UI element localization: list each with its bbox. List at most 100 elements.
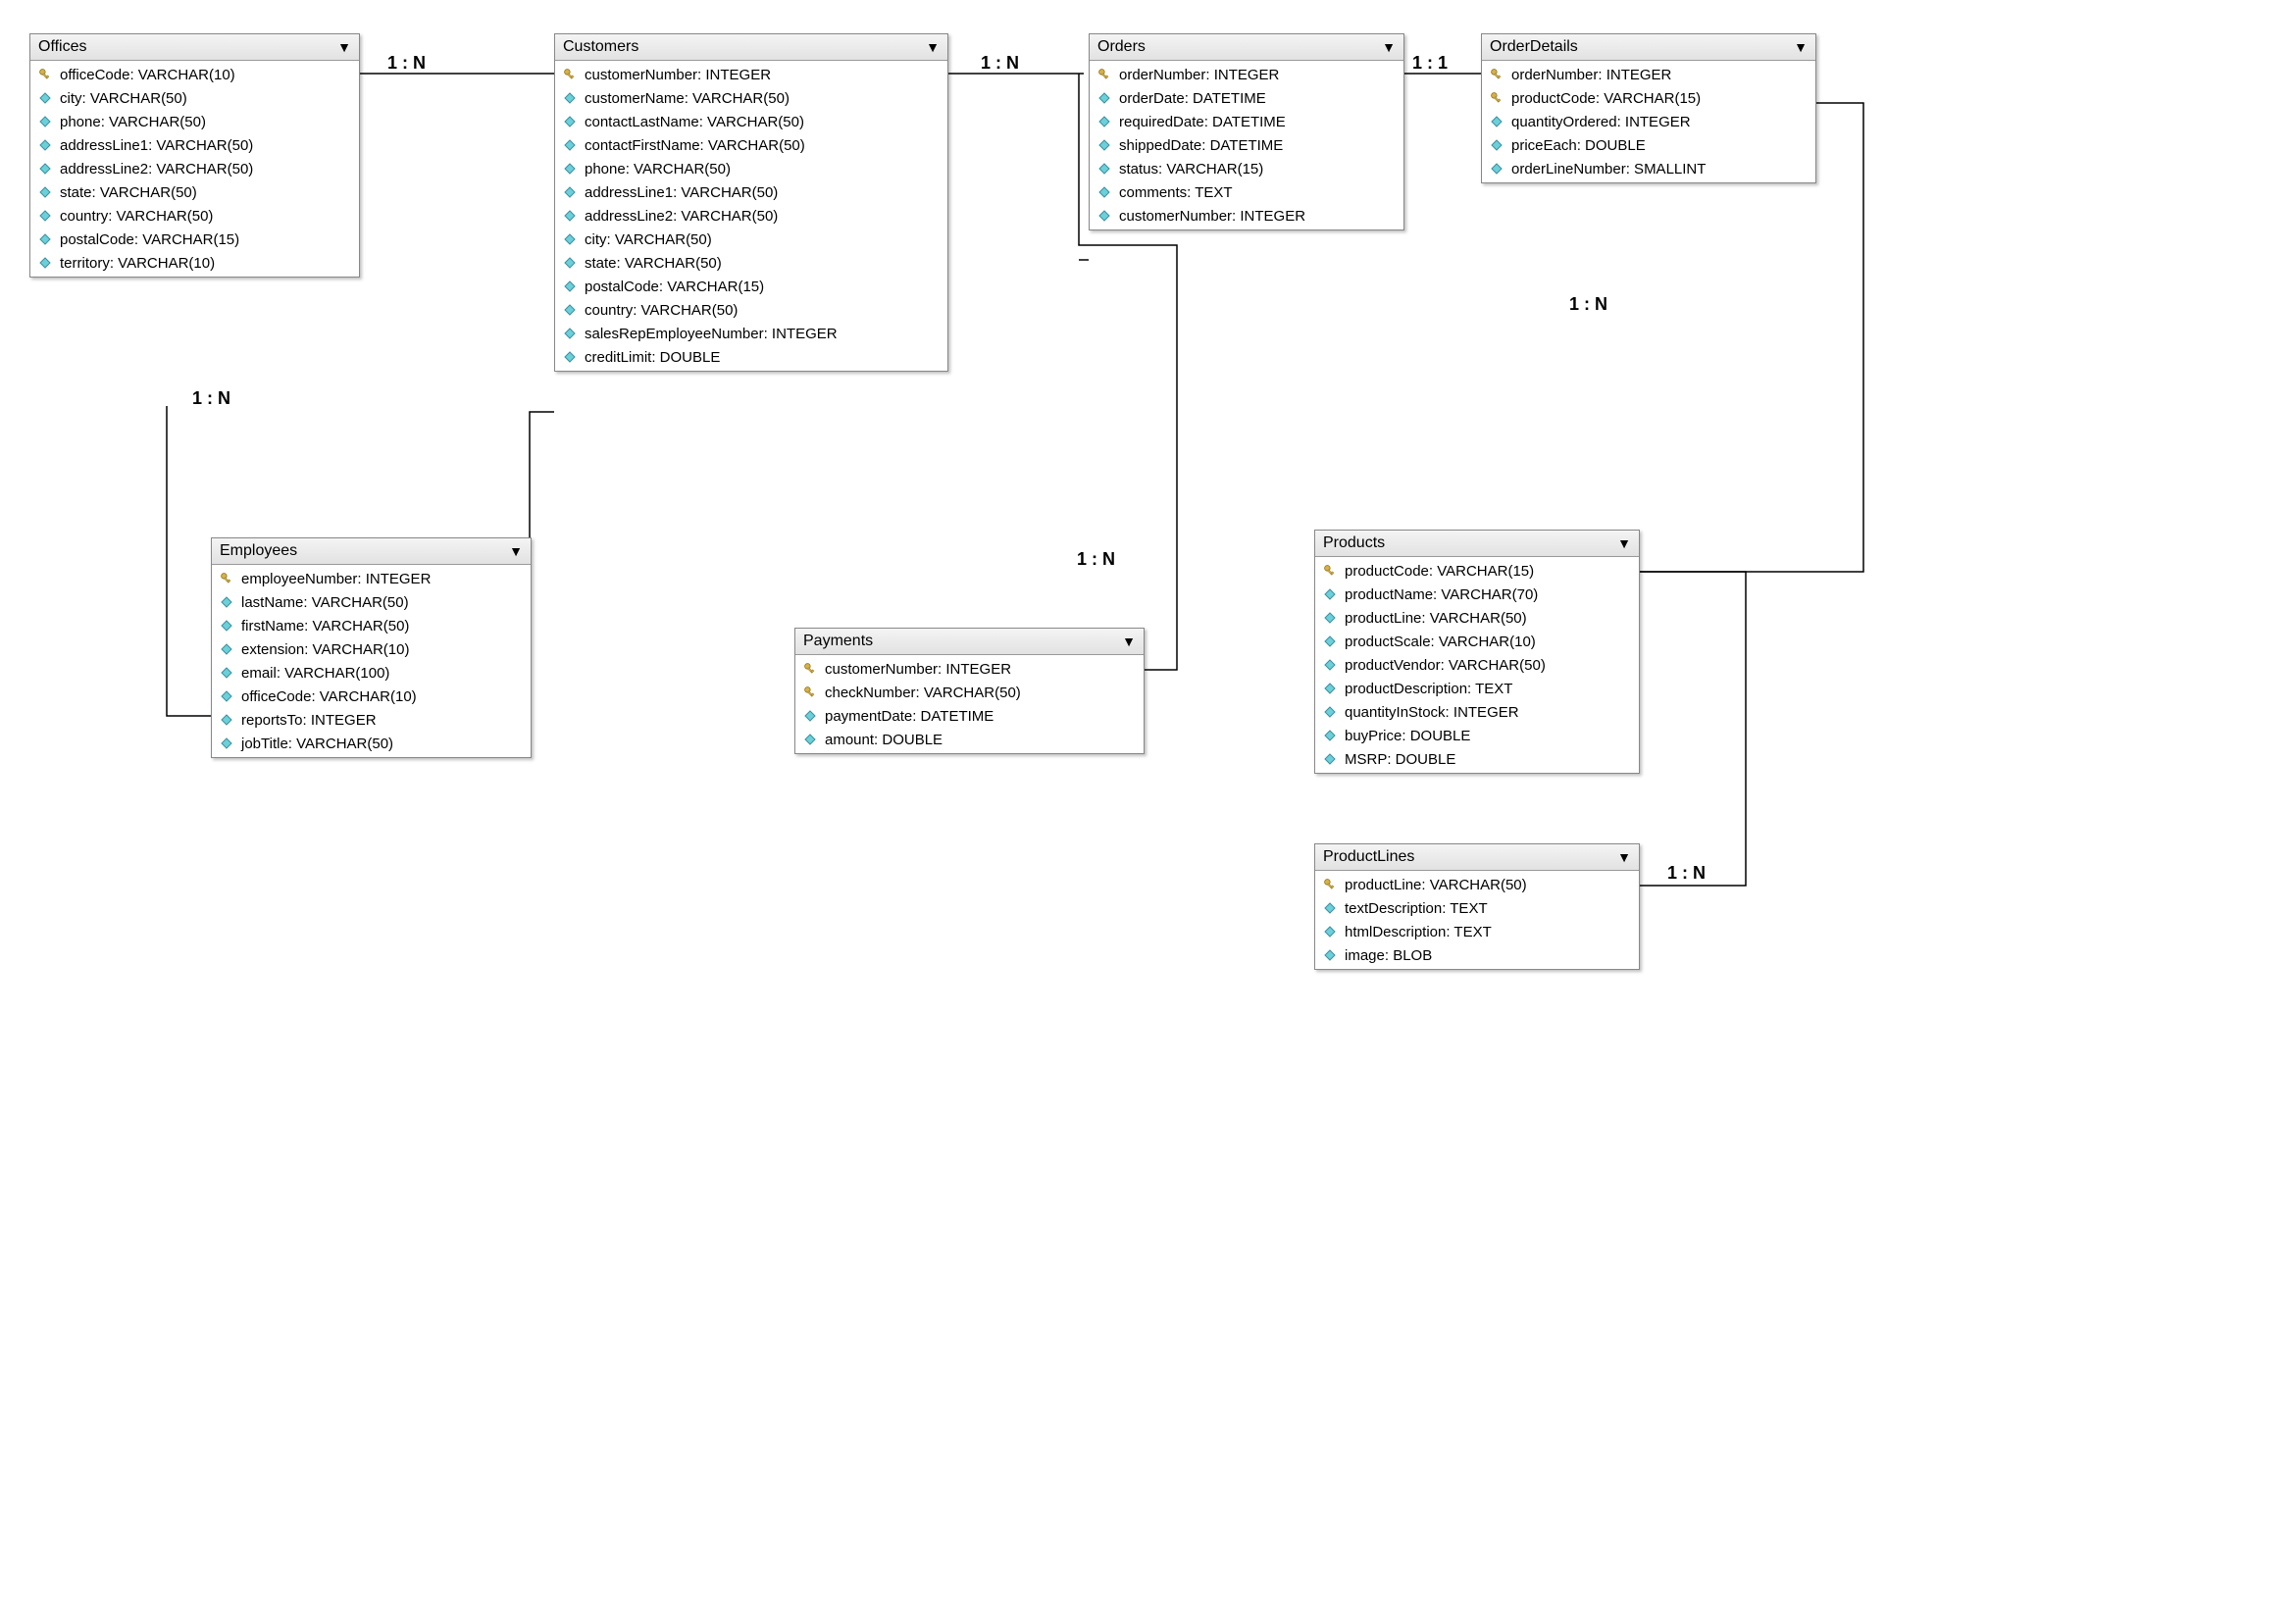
table-columns: productLine: VARCHAR(50) textDescription… — [1315, 871, 1639, 969]
column-label: addressLine2: VARCHAR(50) — [585, 208, 778, 225]
chevron-down-icon[interactable]: ▼ — [1122, 634, 1136, 649]
table-columns: officeCode: VARCHAR(10) city: VARCHAR(50… — [30, 61, 359, 277]
table-columns: employeeNumber: INTEGER lastName: VARCHA… — [212, 565, 531, 757]
column-label: firstName: VARCHAR(50) — [241, 618, 409, 634]
column-label: territory: VARCHAR(10) — [60, 255, 215, 272]
table-title: OrderDetails — [1490, 38, 1578, 56]
column-icon — [1321, 703, 1339, 721]
er-diagram-canvas: Offices ▼ officeCode: VARCHAR(10) city: V… — [0, 0, 2294, 1624]
column-row: addressLine1: VARCHAR(50) — [30, 133, 359, 157]
table-header[interactable]: OrderDetails ▼ — [1482, 34, 1815, 61]
column-icon — [1096, 136, 1113, 154]
column-icon — [218, 664, 235, 682]
column-label: htmlDescription: TEXT — [1345, 924, 1492, 940]
chevron-down-icon[interactable]: ▼ — [926, 39, 940, 55]
table-title: Offices — [38, 38, 87, 56]
column-row: quantityInStock: INTEGER — [1315, 700, 1639, 724]
table-header[interactable]: Employees ▼ — [212, 538, 531, 565]
column-icon — [1321, 609, 1339, 627]
column-icon — [36, 89, 54, 107]
chevron-down-icon[interactable]: ▼ — [1794, 39, 1808, 55]
table-orderdetails: OrderDetails▼ orderNumber: INTEGER produ… — [1481, 33, 1816, 183]
column-row: orderLineNumber: SMALLINT — [1482, 157, 1815, 180]
column-row: checkNumber: VARCHAR(50) — [795, 681, 1144, 704]
chevron-down-icon[interactable]: ▼ — [1617, 849, 1631, 865]
column-icon — [218, 735, 235, 752]
column-label: orderNumber: INTEGER — [1119, 67, 1279, 83]
chevron-down-icon[interactable]: ▼ — [509, 543, 523, 559]
relationship-label: 1 : N — [387, 53, 426, 74]
column-icon — [1488, 136, 1505, 154]
column-label: comments: TEXT — [1119, 184, 1233, 201]
column-icon — [36, 207, 54, 225]
column-label: image: BLOB — [1345, 947, 1432, 964]
key-icon — [1321, 562, 1339, 580]
column-row: shippedDate: DATETIME — [1090, 133, 1403, 157]
column-icon — [801, 707, 819, 725]
column-row: salesRepEmployeeNumber: INTEGER — [555, 322, 947, 345]
table-header[interactable]: Offices ▼ — [30, 34, 359, 61]
column-label: addressLine1: VARCHAR(50) — [60, 137, 253, 154]
column-icon — [1321, 585, 1339, 603]
column-row: addressLine2: VARCHAR(50) — [30, 157, 359, 180]
column-icon — [36, 113, 54, 130]
column-row: officeCode: VARCHAR(10) — [212, 685, 531, 708]
column-icon — [36, 136, 54, 154]
column-row: territory: VARCHAR(10) — [30, 251, 359, 275]
column-row: addressLine2: VARCHAR(50) — [555, 204, 947, 228]
column-label: MSRP: DOUBLE — [1345, 751, 1455, 768]
column-label: status: VARCHAR(15) — [1119, 161, 1263, 178]
column-label: orderNumber: INTEGER — [1511, 67, 1671, 83]
table-header[interactable]: ProductLines▼ — [1315, 844, 1639, 871]
column-label: productScale: VARCHAR(10) — [1345, 634, 1536, 650]
column-row: orderNumber: INTEGER — [1482, 63, 1815, 86]
column-icon — [561, 207, 579, 225]
column-label: postalCode: VARCHAR(15) — [585, 279, 764, 295]
column-row: productDescription: TEXT — [1315, 677, 1639, 700]
key-icon — [1096, 66, 1113, 83]
table-payments: Payments▼ customerNumber: INTEGER checkN… — [794, 628, 1145, 754]
column-row: productName: VARCHAR(70) — [1315, 583, 1639, 606]
column-label: contactFirstName: VARCHAR(50) — [585, 137, 805, 154]
column-label: contactLastName: VARCHAR(50) — [585, 114, 804, 130]
column-row: quantityOrdered: INTEGER — [1482, 110, 1815, 133]
column-row: country: VARCHAR(50) — [30, 204, 359, 228]
key-icon — [801, 684, 819, 701]
column-icon — [1096, 113, 1113, 130]
chevron-down-icon[interactable]: ▼ — [337, 39, 351, 55]
key-icon — [36, 66, 54, 83]
column-label: textDescription: TEXT — [1345, 900, 1488, 917]
relationship-label: 1 : N — [981, 53, 1019, 74]
column-row: priceEach: DOUBLE — [1482, 133, 1815, 157]
column-label: buyPrice: DOUBLE — [1345, 728, 1470, 744]
column-icon — [1321, 633, 1339, 650]
column-row: textDescription: TEXT — [1315, 896, 1639, 920]
chevron-down-icon[interactable]: ▼ — [1382, 39, 1396, 55]
table-header[interactable]: Products▼ — [1315, 531, 1639, 557]
column-row: officeCode: VARCHAR(10) — [30, 63, 359, 86]
key-icon — [1488, 89, 1505, 107]
table-header[interactable]: Payments▼ — [795, 629, 1144, 655]
column-row: postalCode: VARCHAR(15) — [30, 228, 359, 251]
table-title: Employees — [220, 542, 297, 560]
column-row: customerNumber: INTEGER — [795, 657, 1144, 681]
column-label: customerName: VARCHAR(50) — [585, 90, 790, 107]
chevron-down-icon[interactable]: ▼ — [1617, 535, 1631, 551]
column-label: email: VARCHAR(100) — [241, 665, 389, 682]
column-row: creditLimit: DOUBLE — [555, 345, 947, 369]
column-icon — [36, 183, 54, 201]
table-header[interactable]: Orders▼ — [1090, 34, 1403, 61]
column-label: customerNumber: INTEGER — [825, 661, 1011, 678]
table-header[interactable]: Customers▼ — [555, 34, 947, 61]
column-label: requiredDate: DATETIME — [1119, 114, 1286, 130]
column-icon — [218, 687, 235, 705]
column-icon — [561, 136, 579, 154]
column-label: postalCode: VARCHAR(15) — [60, 231, 239, 248]
column-label: country: VARCHAR(50) — [60, 208, 213, 225]
column-label: creditLimit: DOUBLE — [585, 349, 720, 366]
column-row: firstName: VARCHAR(50) — [212, 614, 531, 637]
column-row: MSRP: DOUBLE — [1315, 747, 1639, 771]
column-label: lastName: VARCHAR(50) — [241, 594, 409, 611]
column-label: state: VARCHAR(50) — [60, 184, 197, 201]
column-label: officeCode: VARCHAR(10) — [60, 67, 235, 83]
